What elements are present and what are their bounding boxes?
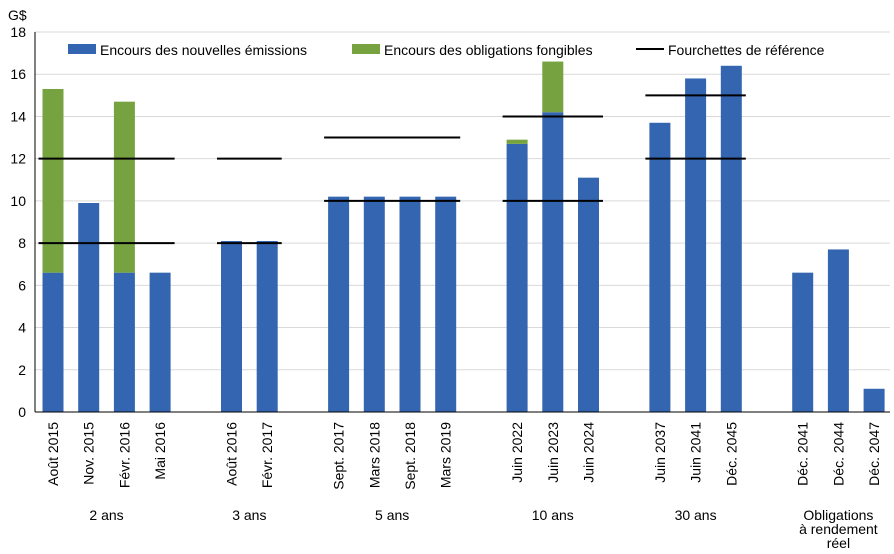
bar-new-issue — [113, 272, 135, 412]
category-label: Nov. 2015 — [81, 422, 97, 485]
bar-new-issue — [792, 272, 814, 412]
category-label: Août 2015 — [45, 422, 61, 486]
y-axis-ticks: 0 2 4 6 8 10 12 14 16 18 — [10, 24, 26, 420]
legend-label: Encours des nouvelles émissions — [100, 42, 307, 58]
y-tick-label: 18 — [10, 24, 26, 40]
bar-new-issue — [685, 78, 707, 412]
bar-new-issue — [435, 196, 457, 412]
bar-new-issue — [399, 196, 421, 412]
y-tick-label: 8 — [18, 235, 26, 251]
category-label: Sept. 2017 — [331, 422, 347, 490]
category-label: Mars 2018 — [366, 422, 382, 488]
category-label: Juin 2041 — [688, 422, 704, 483]
category-label: Mai 2016 — [152, 422, 168, 480]
group-label: 3 ans — [232, 507, 266, 523]
category-label: Mars 2019 — [438, 422, 454, 488]
category-label: Févr. 2017 — [259, 422, 275, 488]
category-label: Juin 2024 — [581, 422, 597, 483]
bar-new-issue — [506, 143, 528, 412]
y-axis-unit-label: G$ — [8, 7, 27, 23]
bar-new-issue — [578, 177, 599, 412]
y-tick-label: 10 — [10, 193, 26, 209]
y-tick-label: 6 — [18, 277, 26, 293]
bar-new-issue — [649, 122, 671, 413]
group-label: 5 ans — [375, 507, 409, 523]
category-label: Juin 2022 — [509, 422, 525, 483]
benchmark-ranges — [38, 94, 746, 245]
bar-new-issue — [78, 203, 100, 412]
category-label: Déc. 2041 — [795, 422, 811, 486]
category-label: Sept. 2018 — [402, 422, 418, 490]
bar-new-issue — [827, 249, 849, 412]
legend-label: Encours des obligations fongibles — [384, 42, 593, 58]
bar-fungible — [113, 101, 135, 273]
bar-new-issue — [256, 241, 278, 412]
category-label: Juin 2037 — [652, 422, 668, 483]
bars — [42, 61, 885, 413]
gridlines — [35, 31, 890, 371]
bar-new-issue — [542, 112, 564, 412]
bar-new-issue — [328, 196, 350, 412]
group-label: Obligations — [803, 507, 873, 523]
category-label: Juin 2023 — [545, 422, 561, 483]
y-tick-label: 4 — [18, 320, 26, 336]
x-axis-category-labels: Août 2015 Nov. 2015 Févr. 2016 Mai 2016 Août… — [45, 422, 882, 490]
bar-new-issue — [720, 65, 742, 413]
bar-fungible — [542, 61, 564, 113]
category-label: Déc. 2045 — [723, 422, 739, 486]
axes — [34, 32, 890, 413]
y-tick-label: 0 — [18, 404, 26, 420]
y-tick-label: 14 — [10, 108, 26, 124]
y-tick-label: 16 — [10, 66, 26, 82]
legend-swatch — [68, 44, 96, 54]
x-axis-group-labels: 2 ans 3 ans 5 ans 10 ans 30 ans Obligationsà … — [89, 507, 877, 551]
group-label: 10 ans — [532, 507, 574, 523]
bar-new-issue — [221, 241, 242, 412]
category-label: Août 2016 — [224, 422, 240, 486]
legend: Encours des nouvelles émissions Encours d… — [68, 42, 825, 58]
category-label: Déc. 2047 — [866, 422, 882, 486]
bar-fungible — [42, 89, 64, 273]
bar-new-issue — [363, 196, 385, 412]
legend-swatch — [352, 44, 380, 54]
group-label: 2 ans — [89, 507, 123, 523]
bar-new-issue — [149, 272, 171, 412]
group-label: 30 ans — [675, 507, 717, 523]
category-label: Févr. 2016 — [116, 422, 132, 488]
bar-fungible — [506, 139, 528, 144]
y-tick-label: 12 — [10, 151, 26, 167]
category-label: Déc. 2044 — [830, 422, 846, 486]
bar-new-issue — [42, 272, 64, 412]
legend-label: Fourchettes de référence — [668, 42, 825, 58]
group-label: à rendement — [799, 521, 878, 537]
bar-new-issue — [863, 388, 885, 412]
group-label: réel — [827, 535, 850, 551]
y-tick-label: 2 — [18, 362, 26, 378]
